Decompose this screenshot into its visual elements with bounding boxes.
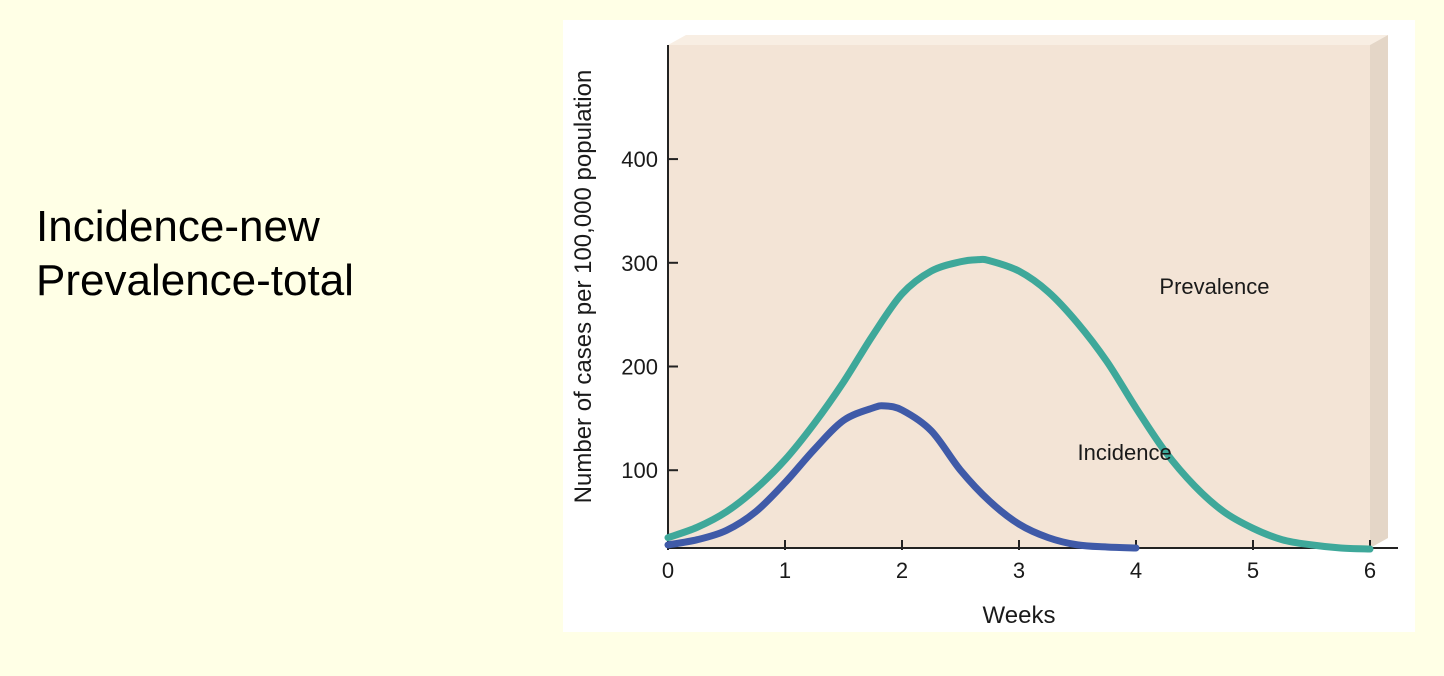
y-tick-label: 400 — [621, 147, 658, 172]
prevalence-definition: Prevalence-total — [36, 256, 354, 305]
x-tick-label: 6 — [1364, 558, 1376, 583]
prevalence-label: Prevalence — [1159, 274, 1269, 299]
prevalence-line — [664, 255, 1374, 553]
x-tick-label: 2 — [896, 558, 908, 583]
y-tick-label: 200 — [621, 355, 658, 380]
plot-top-face — [668, 35, 1388, 45]
y-tick-label: 100 — [621, 458, 658, 483]
plot-side-face — [1370, 35, 1388, 548]
x-tick-label: 5 — [1247, 558, 1259, 583]
incidence-label: Incidence — [1078, 440, 1172, 465]
series-annotations: Prevalence Incidence — [1078, 274, 1270, 465]
x-tick-label: 1 — [779, 558, 791, 583]
y-axis-ticks: 100 200 300 400 — [621, 147, 678, 483]
incidence-prevalence-chart: 0 1 2 3 4 5 6 100 200 300 400 Prevalence Incidence… — [570, 35, 1398, 629]
series-lines — [664, 255, 1374, 553]
incidence-line — [664, 402, 1140, 552]
chart-panel: 0 1 2 3 4 5 6 100 200 300 400 Prevalence Incidence… — [563, 20, 1415, 632]
x-tick-label: 3 — [1013, 558, 1025, 583]
x-axis-title: Weeks — [983, 602, 1056, 629]
y-axis-title: Number of cases per 100,000 population — [570, 70, 597, 504]
y-tick-label: 300 — [621, 251, 658, 276]
slide-text: Incidence-new Prevalence-total — [36, 200, 354, 308]
x-tick-label: 4 — [1130, 558, 1142, 583]
incidence-definition: Incidence-new — [36, 202, 320, 251]
x-tick-label: 0 — [662, 558, 674, 583]
